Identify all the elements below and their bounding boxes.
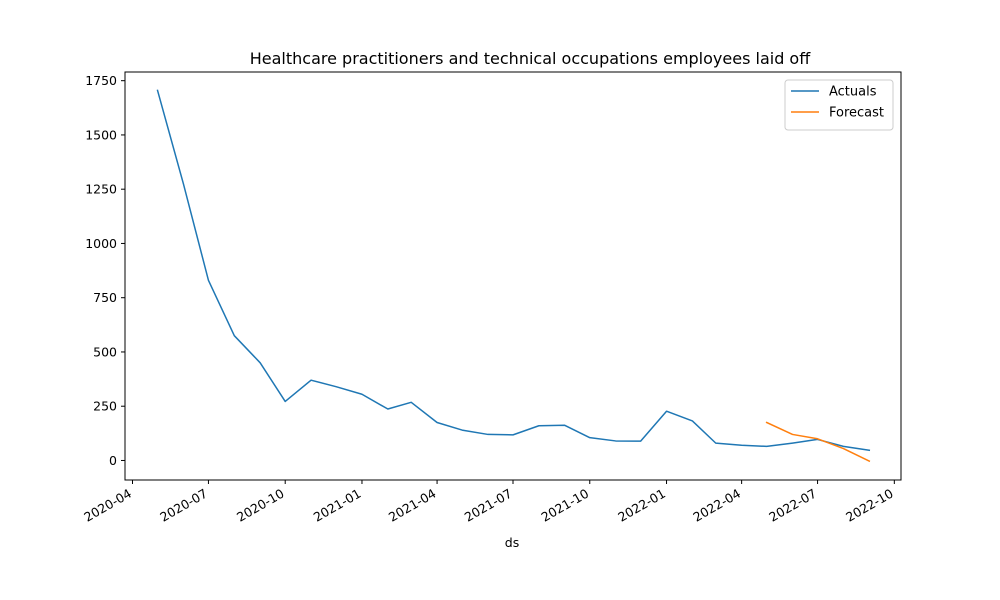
y-tick-label: 1500 xyxy=(85,127,117,142)
x-axis-label: ds xyxy=(505,535,519,550)
plot-frame xyxy=(124,71,902,481)
x-tick-label: 2020-07 xyxy=(157,486,210,525)
y-tick-label: 250 xyxy=(93,399,117,414)
y-tick-label: 750 xyxy=(93,290,117,305)
x-tick-label: 2020-10 xyxy=(234,486,287,525)
chart-title: Healthcare practitioners and technical o… xyxy=(250,49,811,68)
y-tick-label: 1250 xyxy=(85,182,117,197)
y-tick-label: 1000 xyxy=(85,236,117,251)
series-line-actuals xyxy=(156,89,871,452)
x-tick-label: 2020-04 xyxy=(81,486,134,525)
x-tick-label: 2021-01 xyxy=(311,486,364,525)
y-tick-label: 0 xyxy=(109,453,117,468)
legend-box xyxy=(784,79,894,131)
plot-area xyxy=(124,71,902,481)
y-tick-label: 1750 xyxy=(85,73,117,88)
x-tick-label: 2021-10 xyxy=(539,486,592,525)
x-axis: 2020-04 2020-07 2020-10 2021-01 2021-04 2021-… xyxy=(81,480,896,525)
x-tick-label: 2022-07 xyxy=(766,486,819,525)
y-axis: 0 250 500 750 1000 1250 1500 1750 xyxy=(85,73,125,468)
x-tick-label: 2021-04 xyxy=(386,486,439,525)
x-tick-label: 2022-10 xyxy=(843,486,896,525)
legend-label-actuals: Actuals xyxy=(829,85,877,100)
series-line-forecast xyxy=(765,421,871,463)
x-tick-label: 2021-07 xyxy=(462,486,515,525)
legend: Actuals Forecast xyxy=(784,79,894,131)
x-tick-label: 2022-04 xyxy=(690,486,743,525)
series-layer xyxy=(156,89,871,463)
x-tick-label: 2022-01 xyxy=(615,486,668,525)
legend-label-forecast: Forecast xyxy=(829,106,884,121)
y-tick-label: 500 xyxy=(93,344,117,359)
